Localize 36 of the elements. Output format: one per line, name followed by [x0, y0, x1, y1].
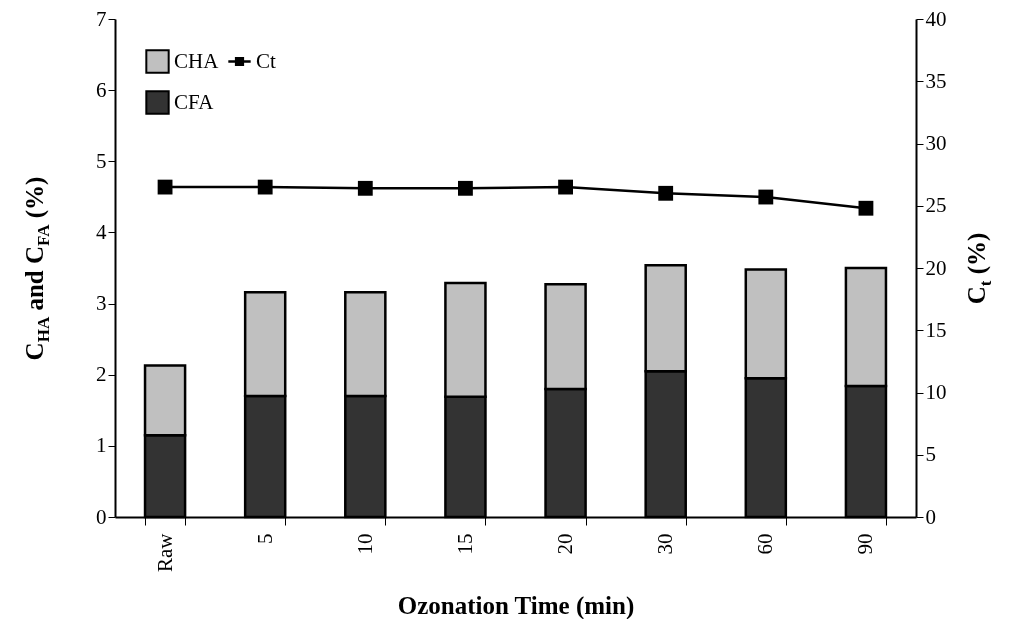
x-tick-label: 90	[853, 533, 878, 555]
y-tick-label: 7	[96, 6, 107, 31]
y2-tick-label: 15	[925, 317, 947, 342]
y-tick-label: 0	[96, 504, 107, 529]
y-tick-label: 4	[96, 219, 107, 244]
point	[858, 200, 874, 216]
legend-label: CFA	[174, 89, 215, 114]
point	[658, 185, 674, 201]
y2-tick-label: 30	[925, 131, 947, 155]
point	[357, 180, 373, 196]
point	[257, 179, 273, 195]
x-tick-label: 20	[553, 533, 578, 555]
y2-tick-label: 35	[925, 68, 947, 93]
legend-label: CHA	[174, 48, 220, 73]
y2-tick-label: 40	[925, 6, 947, 31]
x-tick-label: 10	[352, 533, 377, 555]
y-tick-label: 6	[96, 77, 107, 102]
legend-label: Ct	[256, 48, 277, 73]
y2-tick-label: 0	[925, 504, 936, 529]
x-tick-label: 15	[452, 533, 477, 555]
y2-tick-label: 10	[925, 380, 947, 404]
y-tick-label: 3	[96, 291, 107, 316]
x-tick-label: Raw	[152, 532, 177, 572]
y2-tick-label: 20	[925, 255, 947, 280]
y-tick-label: 5	[96, 148, 107, 173]
x-tick-label: 60	[753, 533, 778, 555]
point	[558, 179, 573, 195]
y-tick-label: 2	[96, 362, 107, 387]
y2-tick-label: 25	[925, 193, 947, 218]
point	[758, 189, 774, 205]
x-tick-label: 5	[252, 533, 277, 544]
point	[458, 180, 473, 196]
x-tick-label: 30	[653, 533, 678, 555]
x-axis-title: Ozonation Time (min)	[397, 591, 635, 619]
y2-tick-label: 5	[925, 442, 936, 467]
y-tick-label: 1	[96, 433, 107, 458]
